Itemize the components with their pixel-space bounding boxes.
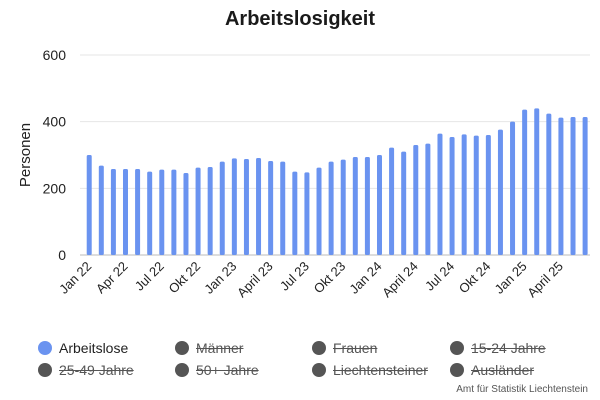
- legend-label: Frauen: [333, 340, 378, 356]
- legend-item-5[interactable]: 50+ Jahre: [175, 362, 259, 378]
- legend-dot-icon: [312, 341, 326, 355]
- bar-nov-23[interactable]: [352, 157, 358, 255]
- x-tick-label: April 24: [379, 259, 421, 301]
- legend-label: Ausländer: [471, 362, 535, 378]
- x-tick-label: Okt 23: [311, 259, 349, 297]
- x-tick-label: Okt 24: [456, 259, 494, 297]
- bars: [86, 108, 588, 256]
- legend-dot-icon: [175, 341, 189, 355]
- bar-jan-22[interactable]: [86, 155, 92, 255]
- bar-may-23[interactable]: [280, 161, 286, 255]
- x-tick-label: Jul 23: [277, 259, 312, 294]
- bar-april-25[interactable]: [558, 117, 564, 256]
- x-tick-label: Jan 22: [56, 259, 94, 297]
- bar-jan-25[interactable]: [522, 109, 528, 256]
- bar-nov-24[interactable]: [497, 129, 503, 255]
- bar-aug-24[interactable]: [461, 134, 467, 255]
- x-tick-label: April 25: [524, 259, 566, 301]
- bar-jan-23[interactable]: [231, 158, 237, 255]
- legend-item-4[interactable]: 25-49 Jahre: [38, 362, 134, 378]
- bar-dec-22[interactable]: [219, 161, 225, 255]
- chart-title: Arbeitslosigkeit: [224, 8, 376, 30]
- legend-item-6[interactable]: Liechtensteiner: [312, 362, 428, 378]
- legend-item-7[interactable]: Ausländer: [450, 362, 534, 378]
- y-tick-label: 600: [43, 47, 67, 63]
- bar-okt-22[interactable]: [195, 167, 201, 255]
- bar-nov-22[interactable]: [207, 167, 213, 255]
- y-tick-label: 400: [43, 114, 67, 130]
- x-tick-label: Jan 25: [492, 259, 530, 297]
- legend-label: 25-49 Jahre: [59, 362, 134, 378]
- x-tick-label: Jul 22: [132, 259, 167, 294]
- bar-feb-24[interactable]: [389, 147, 395, 255]
- legend-label: 15-24 Jahre: [471, 340, 546, 356]
- legend-item-0[interactable]: Arbeitslose: [38, 340, 128, 356]
- bar-mar-23[interactable]: [256, 158, 262, 255]
- bar-feb-23[interactable]: [243, 159, 249, 255]
- bar-jul-22[interactable]: [159, 169, 165, 255]
- bar-jun-25[interactable]: [582, 117, 588, 255]
- bar-jun-23[interactable]: [292, 171, 298, 255]
- bar-feb-25[interactable]: [534, 108, 540, 255]
- legend-dot-icon: [175, 363, 189, 377]
- legend-item-3[interactable]: 15-24 Jahre: [450, 340, 546, 356]
- bar-april-23[interactable]: [268, 161, 274, 255]
- bar-april-24[interactable]: [413, 145, 419, 255]
- bar-sep-24[interactable]: [473, 135, 479, 255]
- bar-jul-24[interactable]: [449, 137, 455, 255]
- legend-label: Liechtensteiner: [333, 362, 428, 378]
- legend-dot-icon: [450, 363, 464, 377]
- bar-sep-23[interactable]: [328, 161, 334, 255]
- legend-label: Arbeitslose: [59, 340, 129, 356]
- bar-okt-24[interactable]: [485, 135, 491, 255]
- legend-dot-icon: [312, 363, 326, 377]
- gridlines: [80, 54, 590, 256]
- credit-text[interactable]: Amt für Statistik Liechtenstein: [456, 384, 588, 395]
- bar-aug-23[interactable]: [316, 167, 322, 255]
- legend-dot-icon: [450, 341, 464, 355]
- bar-jun-22[interactable]: [147, 171, 153, 255]
- bar-aug-22[interactable]: [171, 169, 177, 255]
- legend-label: Männer: [196, 340, 244, 356]
- x-tick-label: Apr 22: [93, 259, 131, 297]
- bar-dec-23[interactable]: [364, 157, 370, 255]
- bar-mar-22[interactable]: [110, 169, 116, 255]
- bar-dec-24[interactable]: [510, 121, 516, 256]
- legend-item-1[interactable]: Männer: [175, 340, 243, 356]
- y-axis-label: Personen: [17, 123, 34, 187]
- x-tick-label: April 23: [234, 259, 276, 301]
- bar-okt-23[interactable]: [340, 159, 346, 255]
- x-tick-label: Okt 22: [166, 259, 204, 297]
- y-axis-ticks: 0 200 400 600: [43, 47, 67, 263]
- bar-may-25[interactable]: [570, 117, 576, 255]
- bar-mar-24[interactable]: [401, 151, 407, 255]
- bar-mar-25[interactable]: [546, 113, 552, 256]
- bar-may-24[interactable]: [425, 143, 431, 255]
- bar-jul-23[interactable]: [304, 172, 310, 255]
- bar-feb-22[interactable]: [98, 165, 104, 255]
- legend-label: 50+ Jahre: [196, 362, 259, 378]
- x-tick-label: Jul 24: [422, 259, 457, 294]
- bar-may-22[interactable]: [135, 169, 141, 255]
- legend-dot-icon: [38, 341, 52, 355]
- legend-item-2[interactable]: Frauen: [312, 340, 377, 356]
- bar-apr-22[interactable]: [122, 169, 128, 255]
- y-tick-label: 200: [43, 180, 67, 196]
- x-tick-label: Jan 24: [346, 259, 384, 297]
- x-tick-label: Jan 23: [201, 259, 239, 297]
- y-tick-label: 0: [58, 247, 66, 263]
- bar-jan-24[interactable]: [376, 155, 382, 255]
- bar-sep-22[interactable]: [183, 173, 189, 255]
- legend-dot-icon: [38, 363, 52, 377]
- bar-jun-24[interactable]: [437, 133, 443, 255]
